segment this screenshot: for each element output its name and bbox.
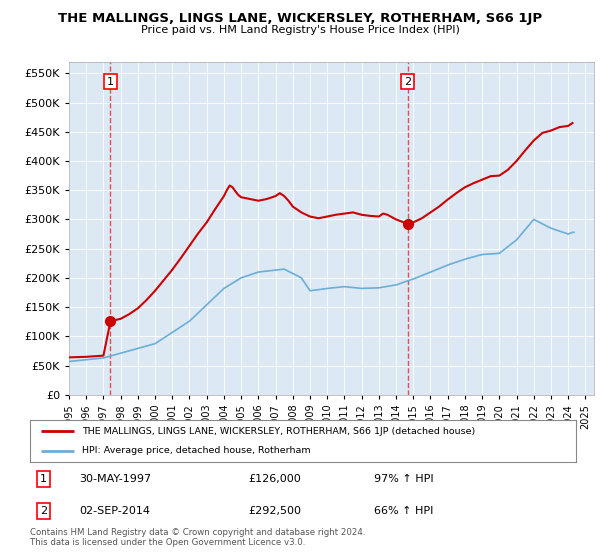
Text: 30-MAY-1997: 30-MAY-1997 [79, 474, 151, 484]
Text: £126,000: £126,000 [248, 474, 301, 484]
Text: 02-SEP-2014: 02-SEP-2014 [79, 506, 150, 516]
Text: 2: 2 [40, 506, 47, 516]
Text: Price paid vs. HM Land Registry's House Price Index (HPI): Price paid vs. HM Land Registry's House … [140, 25, 460, 35]
Text: THE MALLINGS, LINGS LANE, WICKERSLEY, ROTHERHAM, S66 1JP: THE MALLINGS, LINGS LANE, WICKERSLEY, RO… [58, 12, 542, 25]
Text: £292,500: £292,500 [248, 506, 301, 516]
Text: 2: 2 [404, 77, 411, 87]
Text: 1: 1 [107, 77, 114, 87]
Text: 66% ↑ HPI: 66% ↑ HPI [374, 506, 433, 516]
Text: 97% ↑ HPI: 97% ↑ HPI [374, 474, 434, 484]
Text: HPI: Average price, detached house, Rotherham: HPI: Average price, detached house, Roth… [82, 446, 310, 455]
Text: Contains HM Land Registry data © Crown copyright and database right 2024.
This d: Contains HM Land Registry data © Crown c… [30, 528, 365, 548]
Text: THE MALLINGS, LINGS LANE, WICKERSLEY, ROTHERHAM, S66 1JP (detached house): THE MALLINGS, LINGS LANE, WICKERSLEY, RO… [82, 427, 475, 436]
Text: 1: 1 [40, 474, 47, 484]
